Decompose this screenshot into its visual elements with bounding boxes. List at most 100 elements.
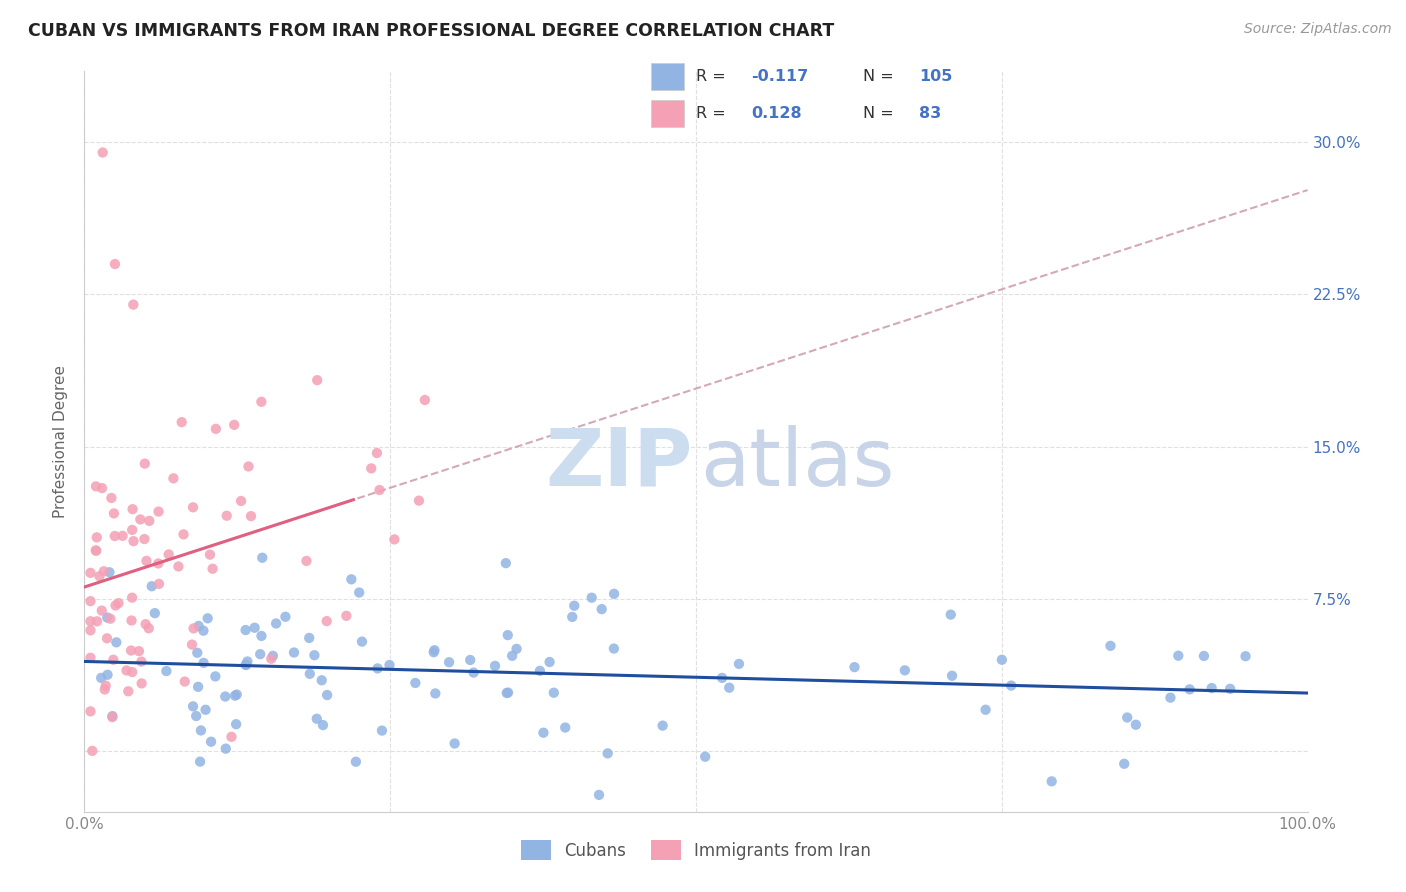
Point [368,483,391,497]
Point [104,599,127,613]
Point [84,543,107,558]
Point [91,145,114,160]
Point [122,534,145,549]
Point [103,653,125,667]
Point [186,646,208,660]
Point [1116,710,1139,724]
Point [588,788,610,802]
Point [344,755,367,769]
Point [215,741,238,756]
Point [1099,639,1122,653]
Point [101,709,124,723]
Point [495,686,517,700]
FancyBboxPatch shape [651,100,685,128]
Point [505,641,527,656]
Point [533,725,555,739]
Point [437,655,460,669]
Point [249,647,271,661]
Point [131,676,153,690]
Point [554,721,576,735]
Text: 83: 83 [920,106,942,121]
Point [591,602,613,616]
Point [229,494,252,508]
Point [107,596,129,610]
Point [236,655,259,669]
Point [250,394,273,409]
Point [121,502,143,516]
Point [316,688,339,702]
Y-axis label: Professional Degree: Professional Degree [53,365,69,518]
Point [224,689,246,703]
Point [181,500,204,515]
FancyBboxPatch shape [651,62,685,90]
Text: atlas: atlas [700,425,894,503]
Text: CUBAN VS IMMIGRANTS FROM IRAN PROFESSIONAL DEGREE CORRELATION CHART: CUBAN VS IMMIGRANTS FROM IRAN PROFESSION… [28,22,834,40]
Point [181,699,204,714]
Text: Source: ZipAtlas.com: Source: ZipAtlas.com [1244,22,1392,37]
Point [167,559,190,574]
Point [311,673,333,688]
Point [561,610,583,624]
Point [1040,774,1063,789]
Point [1125,717,1147,731]
Point [711,671,734,685]
Text: 105: 105 [920,69,952,84]
Point [250,629,273,643]
Point [941,669,963,683]
Point [214,690,236,704]
Point [86,530,108,544]
Point [307,373,329,387]
Point [425,686,447,700]
Point [295,554,318,568]
Point [939,607,962,622]
Point [543,686,565,700]
Point [1114,756,1136,771]
Point [138,514,160,528]
Point [243,621,266,635]
Point [134,457,156,471]
Point [283,646,305,660]
Point [382,533,405,547]
Point [201,562,224,576]
Point [312,718,335,732]
Point [94,679,117,693]
Point [340,572,363,586]
Point [155,664,177,678]
Text: R =: R = [696,106,731,121]
Point [422,645,444,659]
Text: 0.128: 0.128 [751,106,803,121]
Point [581,591,603,605]
Point [105,635,128,649]
Point [651,718,673,732]
Point [484,658,506,673]
Point [200,735,222,749]
Point [98,566,121,580]
Point [193,624,215,638]
Text: ZIP: ZIP [546,425,692,503]
Point [183,621,205,635]
Point [115,664,138,678]
Point [173,674,195,689]
Point [198,548,221,562]
Point [496,628,519,642]
Point [131,655,153,669]
Point [187,619,209,633]
Legend: Cubans, Immigrants from Iran: Cubans, Immigrants from Iran [515,834,877,866]
Point [235,658,257,673]
Point [93,564,115,578]
Point [90,671,112,685]
Point [186,709,208,723]
Point [1000,679,1022,693]
Point [495,556,517,570]
Point [121,614,143,628]
Point [1192,648,1215,663]
Point [366,446,388,460]
Point [104,529,127,543]
Point [274,609,297,624]
Point [128,644,150,658]
Point [96,667,118,681]
Point [120,643,142,657]
Point [138,621,160,635]
Point [496,685,519,699]
Point [264,616,287,631]
